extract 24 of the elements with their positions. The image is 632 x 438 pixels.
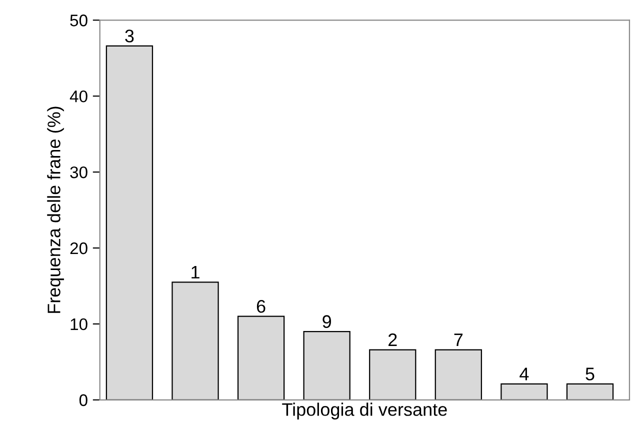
y-axis-title: Frequenza delle frane (%): [47, 106, 64, 313]
x-tick-label: 3: [125, 30, 134, 42]
bar: [369, 349, 416, 400]
x-tick-label: 5: [586, 368, 594, 380]
y-tick-label: 50: [70, 14, 88, 26]
bar: [566, 383, 614, 400]
x-tick-label: 2: [388, 333, 397, 346]
y-tick-label: 40: [70, 90, 88, 102]
bar: [106, 45, 154, 400]
x-tick-label: 4: [520, 368, 529, 380]
x-tick-label: 7: [454, 334, 463, 346]
x-tick-label: 1: [192, 266, 200, 278]
bar: [303, 330, 350, 400]
x-tick-label: 6: [256, 300, 266, 313]
bar: [500, 383, 548, 400]
x-tick-label: 9: [322, 315, 331, 328]
bar: [434, 349, 482, 400]
y-tick-label: 10: [70, 318, 88, 330]
y-tick-label: 20: [70, 242, 88, 254]
x-axis-title: Tipologia di versante: [282, 402, 447, 420]
y-tick-label: 30: [70, 166, 88, 178]
bar: [237, 316, 285, 400]
bar: [172, 282, 219, 400]
y-tick-label: 0: [79, 394, 88, 406]
